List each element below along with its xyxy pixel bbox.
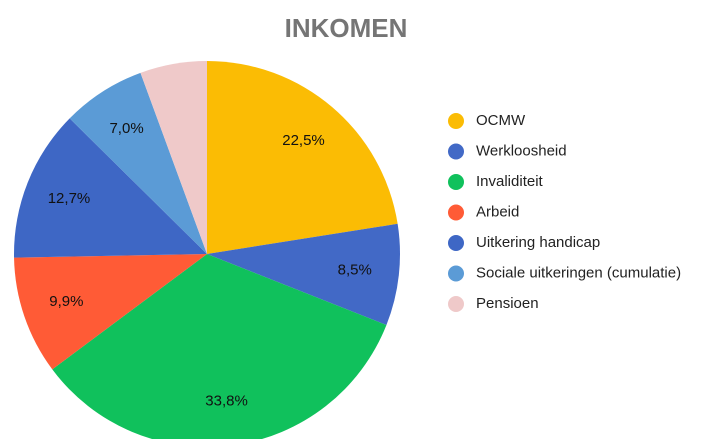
pie-slice [14, 254, 207, 370]
pie-slice [69, 72, 207, 254]
data-label: 12,7% [48, 190, 91, 207]
legend-label: Pensioen [476, 295, 539, 312]
legend-label: OCMW [476, 112, 526, 129]
legend-swatch [448, 265, 464, 282]
legend-label: Uitkering handicap [476, 234, 600, 251]
pie-slice [52, 254, 387, 444]
data-label: 22,5% [282, 132, 325, 149]
legend-swatch [448, 296, 464, 312]
pie-slice [207, 223, 400, 326]
legend-label: Arbeid [476, 203, 519, 220]
legend-label: Werkloosheid [476, 142, 567, 159]
pie-slice [14, 118, 207, 258]
legend-swatch [448, 235, 464, 251]
chart-title: INKOMEN [285, 13, 408, 43]
pie-slice [140, 61, 207, 254]
data-label: 8,5% [338, 261, 372, 278]
legend-swatch [448, 143, 464, 160]
legend-label: Sociale uitkeringen (cumulatie) [476, 264, 681, 281]
data-label: 7,0% [109, 120, 143, 137]
legend-swatch [448, 113, 464, 129]
pie-slice [207, 61, 398, 254]
legend-swatch [448, 204, 464, 221]
data-label: 33,8% [205, 392, 248, 409]
data-label: 9,9% [49, 293, 83, 310]
legend-swatch [448, 174, 464, 190]
legend-label: Invaliditeit [476, 173, 544, 190]
